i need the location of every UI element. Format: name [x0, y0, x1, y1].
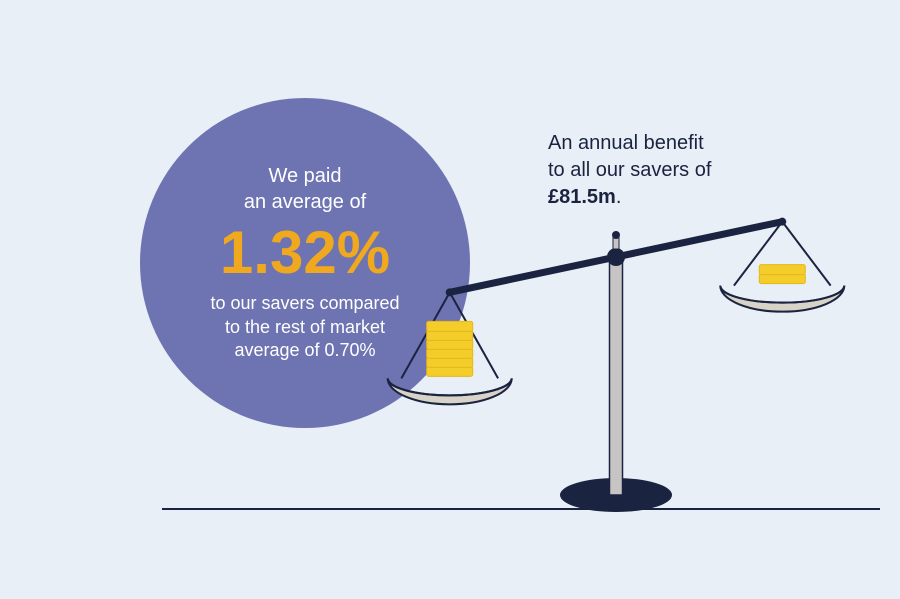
- circle-line-4: to the rest of market: [225, 316, 385, 339]
- circle-line-5: average of 0.70%: [234, 339, 375, 362]
- circle-big-value: 1.32%: [220, 221, 390, 284]
- annual-benefit-text: An annual benefit to all our savers of £…: [548, 130, 711, 211]
- side-period: .: [616, 186, 622, 208]
- side-bold-value: £81.5m: [548, 186, 616, 208]
- side-line-3: £81.5m.: [548, 184, 711, 211]
- side-line-1: An annual benefit: [548, 130, 711, 157]
- stat-circle: We paid an average of 1.32% to our saver…: [140, 98, 470, 428]
- side-line-2: to all our savers of: [548, 157, 711, 184]
- circle-line-3: to our savers compared: [210, 292, 399, 315]
- circle-line-1: We paid: [268, 163, 341, 189]
- circle-line-2: an average of: [244, 189, 366, 215]
